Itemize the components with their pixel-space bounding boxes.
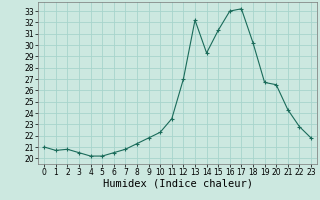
X-axis label: Humidex (Indice chaleur): Humidex (Indice chaleur) bbox=[103, 179, 252, 189]
